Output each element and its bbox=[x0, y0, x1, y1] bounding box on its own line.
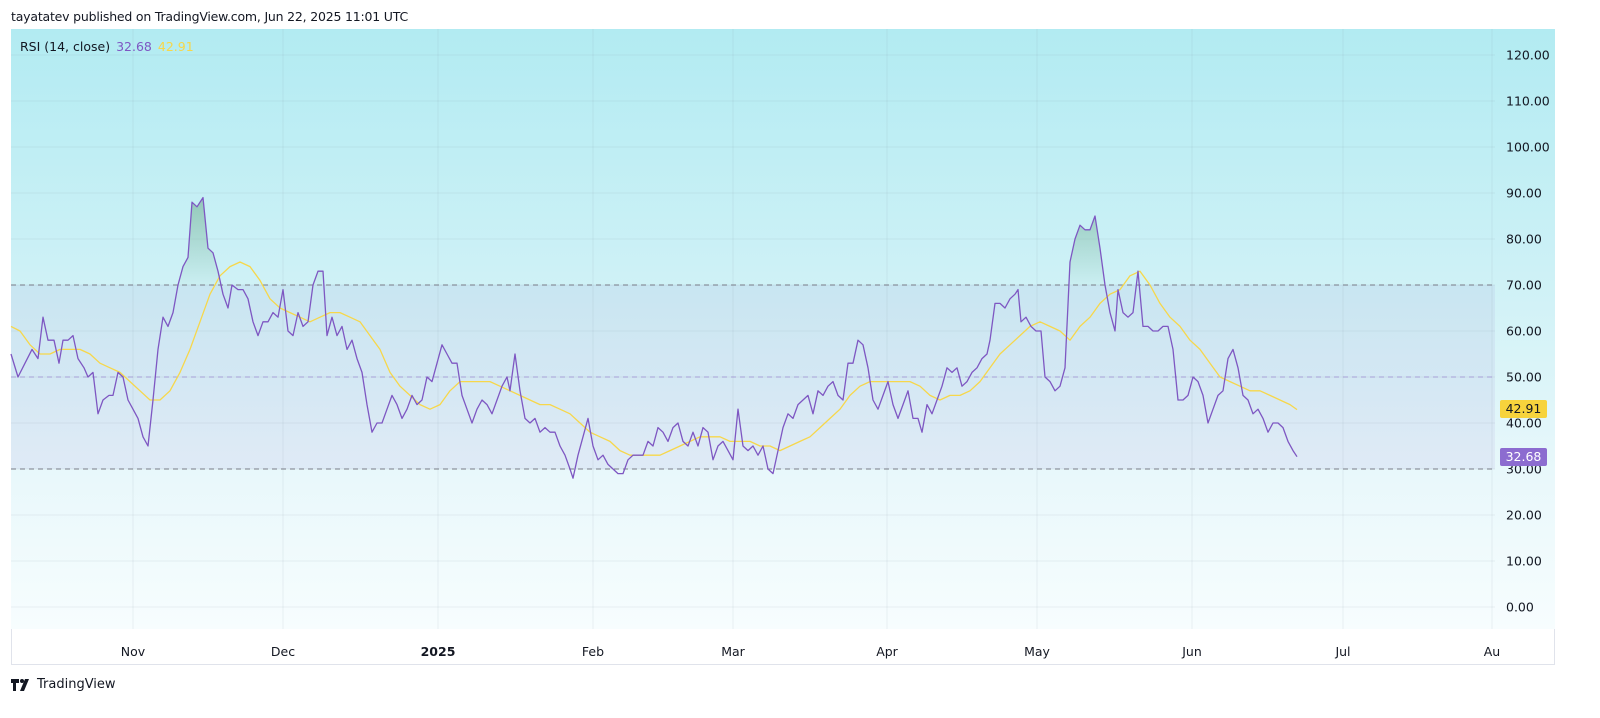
x-tick-label: Mar bbox=[721, 644, 745, 659]
published-header: tayatatev published on TradingView.com, … bbox=[11, 9, 408, 24]
x-tick-label: 2025 bbox=[420, 644, 456, 659]
y-tick-label: 40.00 bbox=[1506, 415, 1542, 431]
indicator-name: RSI (14, close) bbox=[20, 39, 111, 54]
y-tick-label: 100.00 bbox=[1506, 139, 1550, 155]
y-tick-label: 60.00 bbox=[1506, 323, 1542, 339]
tradingview-logo-icon bbox=[11, 678, 29, 691]
y-tick-label: 70.00 bbox=[1506, 277, 1542, 293]
series-lines bbox=[10, 196, 1298, 479]
ma-price-badge: 42.91 bbox=[1500, 400, 1547, 418]
y-tick-label: 0.00 bbox=[1506, 599, 1534, 615]
x-tick-label: Jun bbox=[1182, 644, 1202, 659]
x-tick-label: Au bbox=[1483, 644, 1501, 659]
y-tick-label: 90.00 bbox=[1506, 185, 1542, 201]
x-tick-label: Nov bbox=[120, 644, 146, 659]
rsi-price-badge: 32.68 bbox=[1500, 448, 1547, 466]
y-axis[interactable] bbox=[1495, 29, 1555, 629]
y-tick-label: 110.00 bbox=[1506, 93, 1550, 109]
y-tick-label: 120.00 bbox=[1506, 47, 1550, 63]
x-tick-label: Feb bbox=[581, 644, 605, 659]
ma-value: 42.91 bbox=[157, 39, 194, 54]
brand-name: TradingView bbox=[37, 677, 116, 692]
indicator-legend[interactable]: RSI (14, close) 32.68 42.91 bbox=[20, 39, 194, 54]
plot-area[interactable] bbox=[11, 29, 1495, 629]
x-tick-label: Dec bbox=[270, 644, 296, 659]
y-tick-label: 80.00 bbox=[1506, 231, 1542, 247]
x-tick-label: Apr bbox=[876, 644, 898, 659]
y-tick-label: 10.00 bbox=[1506, 553, 1542, 569]
rsi-line[interactable] bbox=[10, 196, 1298, 479]
gridlines bbox=[11, 29, 1495, 629]
y-tick-label: 20.00 bbox=[1506, 507, 1542, 523]
rsi-ma-line[interactable] bbox=[10, 261, 1298, 456]
x-tick-label: May bbox=[1024, 644, 1050, 659]
y-tick-label: 50.00 bbox=[1506, 369, 1542, 385]
x-tick-label: Jul bbox=[1335, 644, 1351, 659]
overbought-fill bbox=[11, 197, 1297, 285]
rsi-value: 32.68 bbox=[116, 39, 152, 54]
tradingview-footer[interactable]: TradingView bbox=[11, 677, 116, 692]
rsi-band-fill bbox=[11, 285, 1495, 469]
